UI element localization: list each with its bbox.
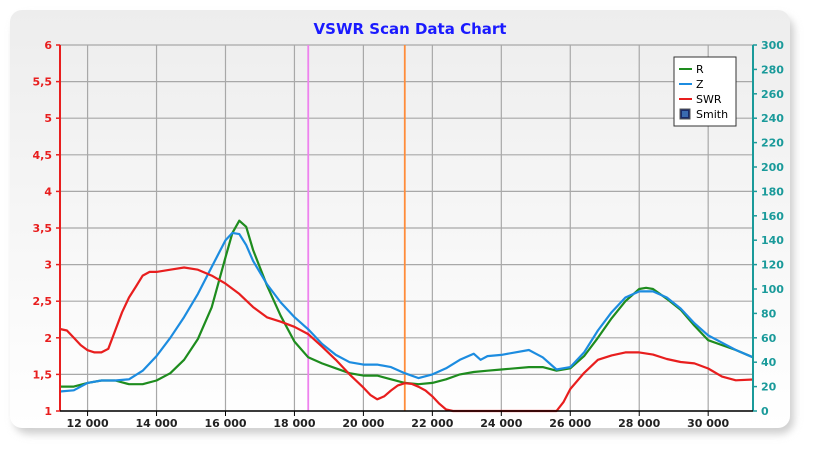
- y-left-tick-label: 5,5: [33, 76, 53, 89]
- legend-swr-label: SWR: [696, 93, 722, 106]
- y-left-tick-label: 1,5: [33, 368, 53, 381]
- y-right-tick-label: 180: [761, 185, 784, 198]
- x-tick-label: 28 000: [618, 417, 660, 430]
- y-left-tick-label: 3: [44, 259, 52, 272]
- y-right-tick-label: 0: [761, 405, 769, 418]
- y-left-tick-label: 3,5: [33, 222, 53, 235]
- y-right-tick-label: 200: [761, 161, 784, 174]
- x-tick-label: 18 000: [273, 417, 315, 430]
- series-r-line: [60, 219, 754, 388]
- series-swr-line: [59, 266, 754, 413]
- y-right-tick-label: 260: [761, 88, 784, 101]
- y-right-tick-label: 60: [761, 332, 777, 345]
- y-right-tick-label: 280: [761, 63, 784, 76]
- y-right-tick-label: 80: [761, 307, 777, 320]
- x-tick-label: 14 000: [135, 417, 177, 430]
- y-right-tick-label: 120: [761, 259, 784, 272]
- y-right-tick-label: 220: [761, 137, 784, 150]
- legend[interactable]: RZ SWR Smith: [673, 56, 737, 127]
- legend-z-label: Z: [696, 78, 704, 91]
- series: [59, 219, 754, 413]
- x-tick-label: 20 000: [342, 417, 384, 430]
- legend-r-label: R: [696, 63, 704, 76]
- y-left-tick-label: 1: [44, 405, 52, 418]
- x-tick-label: 16 000: [204, 417, 246, 430]
- y-right-tick-label: 100: [761, 283, 784, 296]
- y-left-tick-label: 6: [44, 39, 52, 52]
- y-left-tick-label: 4,5: [33, 149, 53, 162]
- series-z-line: [59, 231, 754, 393]
- y-left-tick-label: 2,5: [33, 295, 53, 308]
- axes: 12 000 14 000 16 000 18 000 20 000 22 000 24 0…: [33, 39, 785, 430]
- markers: [307, 45, 406, 411]
- x-tick-label: 12 000: [67, 417, 109, 430]
- x-tick-label: 30 000: [687, 417, 729, 430]
- y-left-tick-label: 2: [44, 332, 52, 345]
- y-right-tick-label: 240: [761, 112, 784, 125]
- y-right-tick-label: 300: [761, 39, 784, 52]
- y-left-tick-label: 4: [44, 185, 52, 198]
- legend-smith-swatch-inner: [682, 111, 688, 117]
- y-left-tick-label: 5: [44, 112, 52, 125]
- x-tick-label: 24 000: [480, 417, 522, 430]
- y-right-tick-label: 20: [761, 381, 777, 394]
- chart-title: VSWR Scan Data Chart: [314, 20, 507, 38]
- chart-panel: [10, 10, 790, 428]
- y-right-tick-label: 40: [761, 356, 777, 369]
- y-right-tick-label: 140: [761, 234, 784, 247]
- x-tick-label: 22 000: [411, 417, 453, 430]
- x-tick-label: 26 000: [549, 417, 591, 430]
- y-right-tick-label: 160: [761, 210, 784, 223]
- legend-smith-label: Smith: [696, 108, 728, 121]
